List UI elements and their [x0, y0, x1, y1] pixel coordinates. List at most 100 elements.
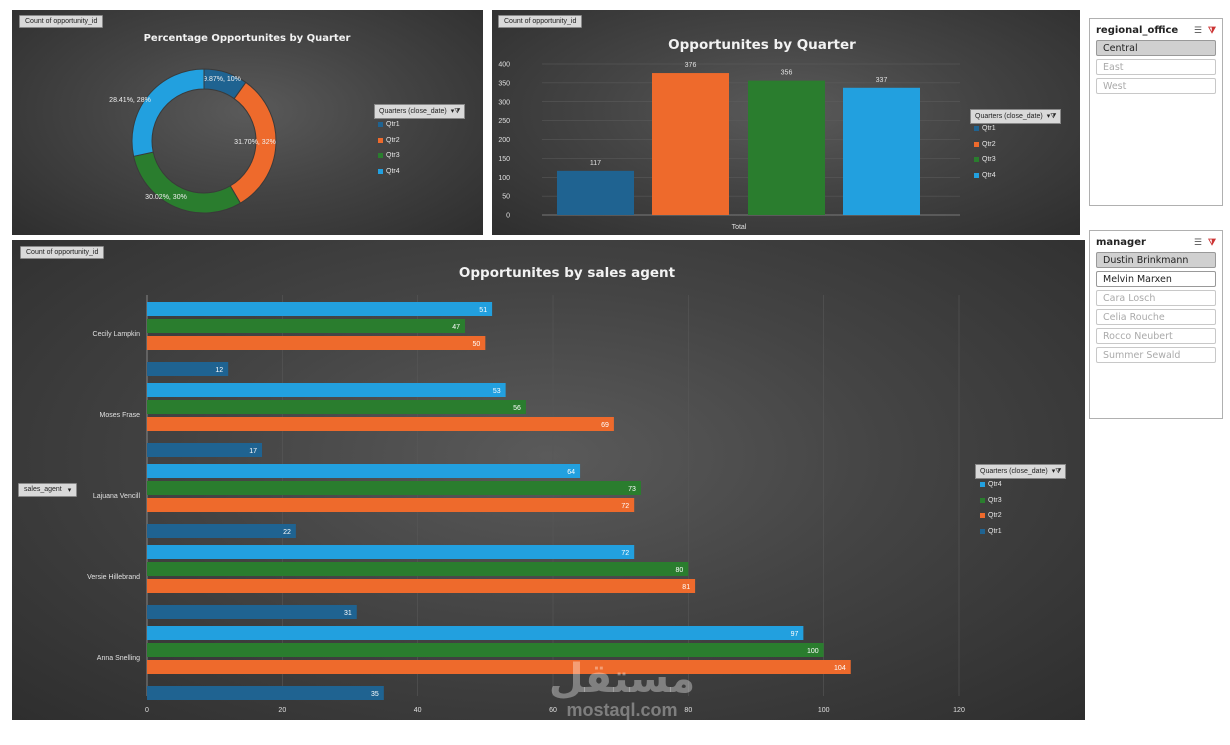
column-data-label: 356: [781, 70, 793, 77]
manager-item-summer-sewald[interactable]: Summer Sewald: [1096, 347, 1216, 363]
legend-item-qtr2: Qtr2: [378, 137, 400, 144]
legend-swatch: [974, 172, 979, 178]
legend-item-qtr4: Qtr4: [974, 172, 996, 179]
legend-label: Qtr1: [982, 125, 996, 132]
y-tick-label: 150: [498, 156, 510, 163]
manager-item-cara-losch[interactable]: Cara Losch: [1096, 290, 1216, 306]
legend-item-qtr3: Qtr3: [974, 156, 996, 163]
agent-bar-qtr3: [147, 319, 466, 333]
agent-legend-filter[interactable]: Quarters (close_date) ▾⧩: [975, 464, 1067, 479]
legend-swatch: [378, 168, 383, 174]
filter-icon: ▾⧩: [450, 108, 461, 115]
clear-filter-icon[interactable]: ⧩: [1207, 25, 1216, 36]
agent-bar-qtr4: [147, 464, 581, 478]
legend-item-qtr1: Qtr1: [974, 125, 996, 132]
agent-data-label: 35: [371, 691, 379, 698]
multi-select-icon[interactable]: ☰: [1193, 25, 1202, 36]
manager-item-rocco-neubert[interactable]: Rocco Neubert: [1096, 328, 1216, 344]
legend-swatch: [378, 153, 383, 158]
agent-bar-qtr1: [147, 524, 296, 538]
watermark: مستقل mostaql.com: [527, 658, 717, 720]
dropdown-icon: ▾: [67, 487, 72, 494]
agent-data-label: 72: [621, 503, 629, 510]
x-tick-label: 100: [818, 707, 830, 714]
agent-category-label: Moses Frase: [100, 412, 141, 419]
legend-label: Qtr2: [386, 136, 400, 144]
x-tick-label: 80: [684, 707, 692, 714]
agent-bar-chart: 0 20 40 60 80 100 120 Cecily Lampkin 51 47 50 12 Mos…: [87, 295, 965, 714]
agent-bar-qtr4: [147, 626, 804, 640]
agent-bar-qtr1: [147, 686, 384, 700]
agent-category-label: Lajuana Vencill: [93, 493, 141, 500]
legend-swatch: [980, 528, 985, 534]
clear-filter-icon[interactable]: ⧩: [1207, 237, 1216, 248]
legend-item-qtr2: Qtr2: [974, 141, 996, 148]
agent-bar-qtr2: [147, 417, 614, 431]
column-legend-title: Quarters (close_date): [975, 113, 1043, 120]
donut-slice-qtr4: [131, 68, 205, 157]
legend-label: Qtr4: [386, 167, 400, 175]
column-chart: 0 50 100 150 200 250 300 350 400 117 376 356 337 Tota…: [498, 62, 960, 231]
y-tick-label: 300: [498, 99, 510, 106]
legend-swatch: [980, 513, 985, 518]
agent-data-label: 51: [479, 307, 487, 314]
column-data-label: 337: [876, 77, 888, 84]
agent-bar-qtr2: [147, 336, 486, 350]
agent-data-label: 12: [215, 367, 223, 374]
agent-bar-qtr2: [147, 579, 696, 593]
donut-data-label: 30.02%, 30%: [145, 194, 187, 201]
legend-swatch: [974, 126, 979, 131]
column-legend-filter[interactable]: Quarters (close_date) ▾⧩: [970, 109, 1062, 124]
agent-data-label: 72: [621, 550, 629, 557]
legend-swatch: [980, 497, 985, 503]
column-data-label: 376: [685, 62, 697, 69]
x-tick-label: 20: [278, 707, 286, 714]
legend-swatch: [980, 482, 985, 487]
agent-data-label: 97: [791, 631, 799, 638]
multi-select-icon[interactable]: ☰: [1193, 237, 1202, 248]
agent-category-label: Anna Snelling: [97, 655, 140, 662]
legend-label: Qtr3: [386, 152, 400, 159]
donut-chart-panel[interactable]: Count of opportunity_id Percentage Oppor…: [12, 10, 483, 235]
manager-item-melvin-marxen[interactable]: Melvin Marxen: [1096, 271, 1216, 287]
region-item-west[interactable]: West: [1096, 78, 1216, 94]
agent-field-button[interactable]: Count of opportunity_id: [20, 246, 105, 259]
column-bar-qtr4: [843, 87, 920, 215]
donut-legend-title: Quarters (close_date): [379, 108, 447, 115]
donut-field-button[interactable]: Count of opportunity_id: [19, 15, 104, 28]
manager-item-dustin-brinkmann[interactable]: Dustin Brinkmann: [1096, 252, 1216, 268]
agent-category-label: Cecily Lampkin: [93, 331, 141, 338]
sales-agent-axis-button[interactable]: sales_agent ▾: [18, 483, 78, 497]
y-tick-label: 350: [498, 80, 510, 87]
legend-item-qtr2: Qtr2: [980, 512, 1002, 519]
legend-item-qtr1: Qtr1: [378, 121, 400, 128]
agent-data-label: 100: [807, 648, 819, 655]
agent-bar-qtr4: [147, 383, 506, 397]
regional-office-slicer-title: regional_office: [1096, 25, 1179, 36]
agent-data-label: 73: [628, 486, 636, 493]
column-field-button[interactable]: Count of opportunity_id: [498, 15, 583, 28]
manager-slicer[interactable]: manager ☰ ⧩ Dustin Brinkmann Melvin Marxe…: [1089, 230, 1223, 419]
agent-bar-qtr3: [147, 562, 689, 576]
watermark-latin: mostaql.com: [566, 700, 678, 720]
agent-bar-qtr1: [147, 362, 229, 376]
legend-item-qtr1: Qtr1: [980, 528, 1002, 535]
legend-swatch: [974, 141, 979, 147]
column-chart-panel[interactable]: Count of opportunity_id Opportunites by …: [492, 10, 1080, 235]
manager-item-celia-rouche[interactable]: Celia Rouche: [1096, 309, 1216, 325]
agent-data-label: 81: [682, 584, 690, 591]
agent-data-label: 53: [493, 388, 501, 395]
donut-legend-filter[interactable]: Quarters (close_date) ▾⧩: [374, 104, 466, 119]
agent-chart-panel[interactable]: Count of opportunity_id Opportunites by …: [12, 240, 1085, 720]
legend-item-qtr3: Qtr3: [980, 497, 1002, 504]
region-item-east[interactable]: East: [1096, 59, 1216, 75]
legend-label: Qtr3: [988, 496, 1002, 504]
region-item-central[interactable]: Central: [1096, 40, 1216, 56]
regional-office-slicer[interactable]: regional_office ☰ ⧩ Central East West: [1089, 18, 1223, 206]
agent-bar-qtr3: [147, 400, 526, 414]
legend-swatch: [378, 122, 383, 127]
donut-chart: 9.87%, 10% 31.70%, 32% 30.02%, 30% 28.41%, …: [109, 68, 277, 214]
legend-swatch: [974, 157, 979, 162]
legend-label: Qtr2: [988, 512, 1002, 519]
donut-data-label: 9.87%, 10%: [203, 76, 241, 83]
